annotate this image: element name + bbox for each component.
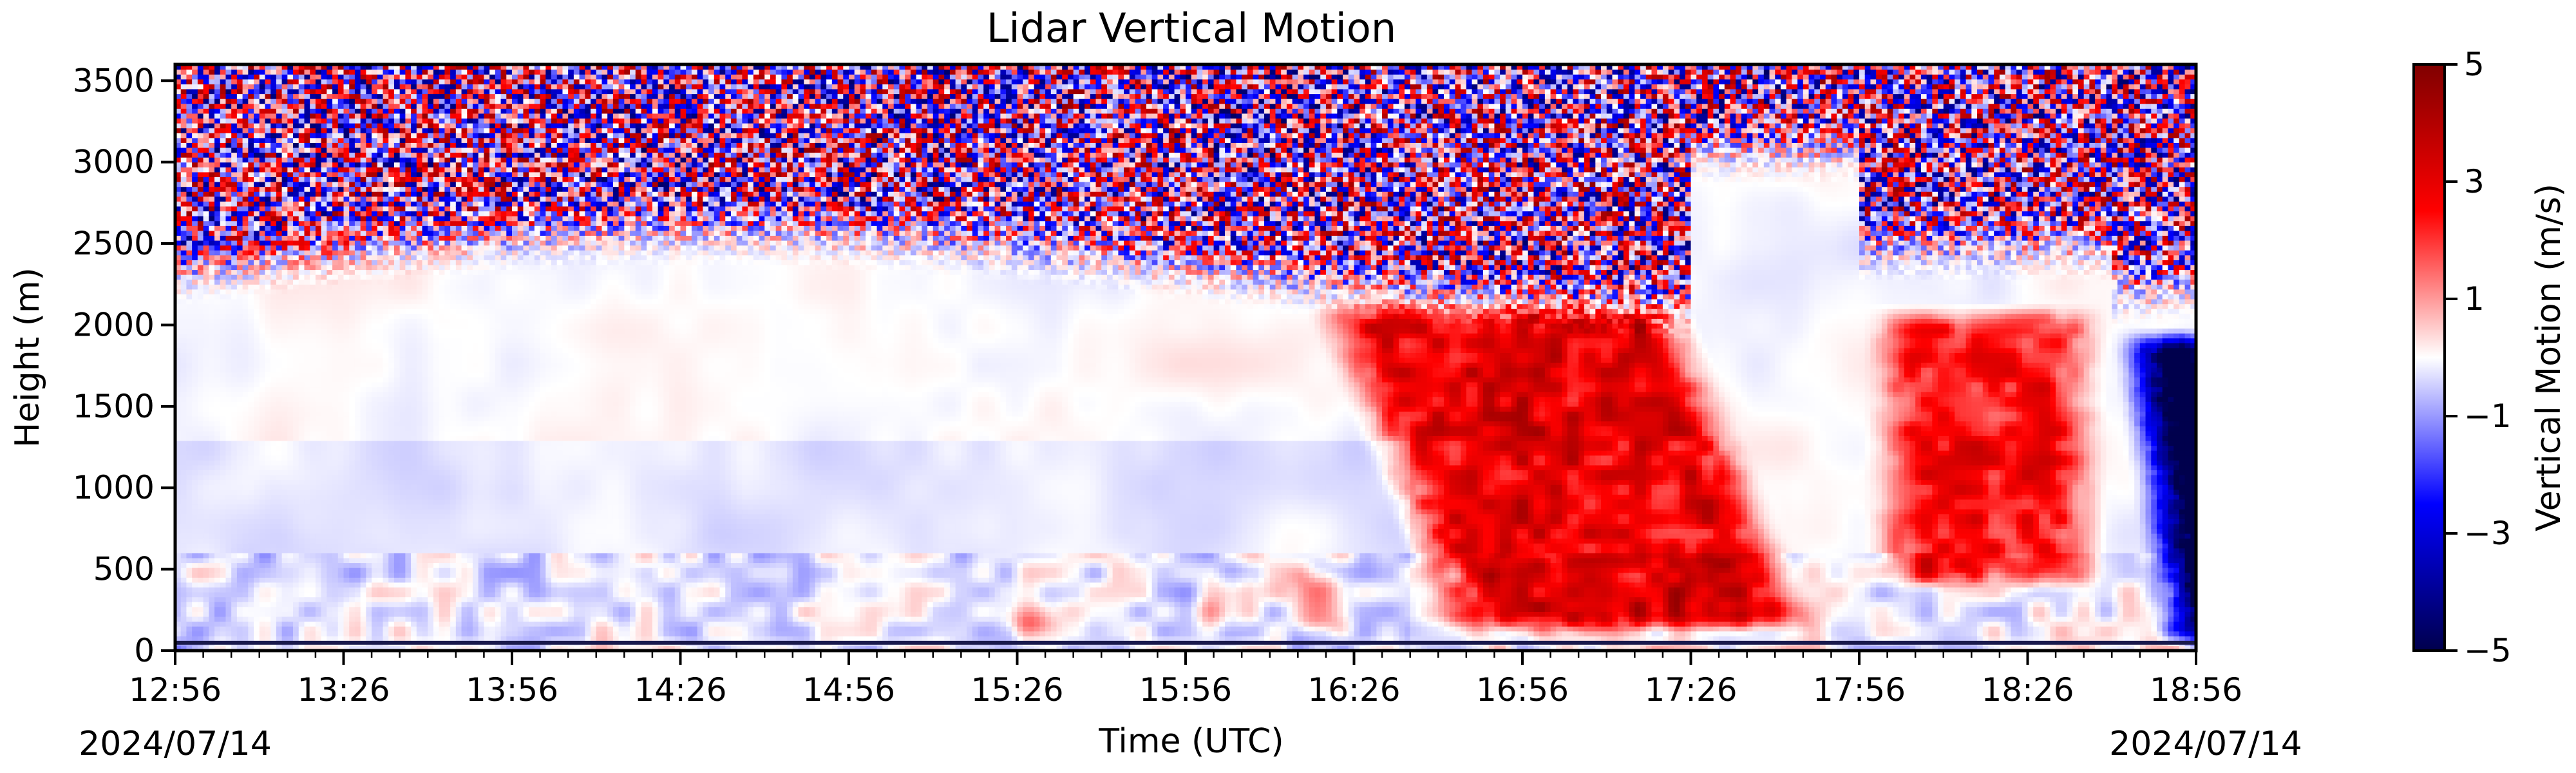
heatmap: [175, 64, 2197, 651]
y-tick-label: 2500: [73, 225, 155, 262]
y-tick-label: 1500: [73, 388, 155, 425]
chart-title: Lidar Vertical Motion: [987, 5, 1396, 52]
y-tick-label: 0: [134, 632, 155, 669]
colorbar-tick-label: −1: [2464, 397, 2512, 435]
date-end-label: 2024/07/14: [2109, 725, 2302, 763]
x-tick-label: 16:26: [1307, 671, 1400, 709]
x-tick-label: 17:56: [1813, 671, 1906, 709]
x-tick-label: 17:26: [1644, 671, 1737, 709]
lidar-chart: Lidar Vertical Motion 12:56 13:26 13:56 14:…: [0, 0, 2576, 773]
y-tick-label: 1000: [73, 469, 155, 506]
x-tick-label: 14:56: [802, 671, 895, 709]
y-tick-label: 3000: [73, 144, 155, 181]
colorbar-tick-label: 1: [2464, 280, 2485, 318]
colorbar-label: Vertical Motion (m/s): [2530, 184, 2568, 531]
colorbar-tick-label: 3: [2464, 163, 2485, 200]
colorbar-tick-label: −3: [2464, 515, 2512, 552]
colorbar-tick-label: 5: [2464, 46, 2485, 83]
x-axis-label: Time (UTC): [1098, 722, 1283, 761]
x-axis: 12:56 13:26 13:56 14:26 14:56 15:26 15:56 16:26…: [129, 651, 2242, 709]
y-tick-label: 500: [93, 551, 155, 588]
x-tick-label: 15:56: [1139, 671, 1232, 709]
x-tick-label: 18:56: [2150, 671, 2242, 709]
x-tick-label: 13:56: [466, 671, 558, 709]
y-tick-label: 2000: [73, 306, 155, 343]
y-axis-label: Height (m): [8, 267, 47, 448]
colorbar: [2414, 64, 2445, 651]
date-start-label: 2024/07/14: [79, 725, 272, 763]
x-tick-label: 16:56: [1476, 671, 1569, 709]
colorbar-tick-label: −5: [2464, 632, 2512, 669]
x-tick-label: 15:26: [971, 671, 1063, 709]
x-tick-label: 12:56: [129, 671, 222, 709]
ground-clutter-line: [175, 641, 2196, 645]
x-tick-label: 14:26: [634, 671, 726, 709]
y-tick-label: 3500: [73, 62, 155, 99]
colorbar-ticks: 5 3 1 −1 −3 −5: [2445, 46, 2512, 669]
y-axis: 0 500 1000 1500 2000 2500 3000 3500: [73, 62, 175, 669]
x-tick-label: 18:26: [1981, 671, 2074, 709]
x-tick-label: 13:26: [297, 671, 390, 709]
